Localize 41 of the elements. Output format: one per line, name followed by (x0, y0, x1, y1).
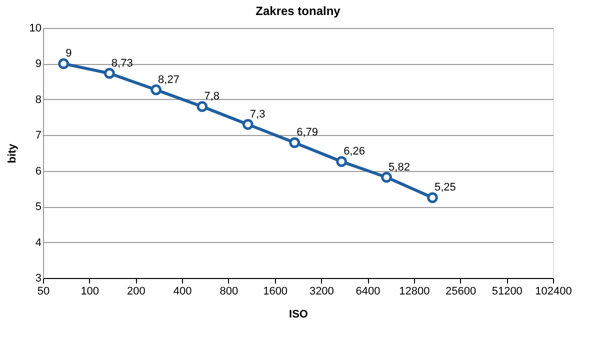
x-tick-label: 6400 (356, 286, 380, 298)
point (196, 101, 208, 112)
data-label: 6,79 (296, 126, 318, 139)
x-tick-label: 102400 (535, 286, 572, 298)
point (104, 68, 115, 79)
data-label: 9 (66, 48, 72, 60)
y-axis-title: bity (6, 142, 18, 164)
point (336, 156, 347, 167)
x-axis-title: ISO (289, 308, 308, 320)
x-tick-label: 800 (220, 286, 238, 298)
y-tick-label: 8 (35, 94, 42, 106)
data-label: 8,27 (158, 74, 180, 86)
point (242, 119, 254, 130)
point (289, 137, 300, 148)
y-tick-label: 9 (35, 58, 42, 70)
point (381, 172, 392, 183)
point (150, 84, 162, 96)
x-tick-label: 50 (37, 286, 50, 298)
x-tick-label: 200 (127, 286, 146, 298)
y-tick-label: 4 (35, 236, 42, 249)
point (58, 58, 69, 70)
y-tick-label: 3 (35, 272, 42, 284)
y-tick-label: 10 (29, 22, 42, 34)
data-label: 7,3 (250, 108, 266, 120)
data-label: 8,73 (111, 57, 133, 70)
x-tick-label: 100 (80, 286, 100, 298)
x-tick-label: 1600 (263, 286, 288, 298)
data-label: 7,8 (204, 90, 220, 103)
chart-title: Zakres tonalny (256, 4, 341, 18)
y-tick-label: 7 (35, 130, 42, 142)
point (427, 192, 438, 204)
x-tick-label: 51200 (492, 286, 522, 298)
x-tick-label: 3200 (309, 286, 334, 298)
data-label: 5,82 (388, 161, 410, 174)
y-tick-label: 6 (35, 165, 42, 178)
y-tick-label: 5 (35, 201, 42, 214)
x-tick-label: 12800 (399, 286, 430, 298)
data-label: 5,25 (434, 182, 456, 194)
x-tick-label: 25600 (445, 286, 476, 298)
x-tick-label: 400 (173, 286, 192, 298)
data-label: 6,26 (344, 146, 365, 158)
